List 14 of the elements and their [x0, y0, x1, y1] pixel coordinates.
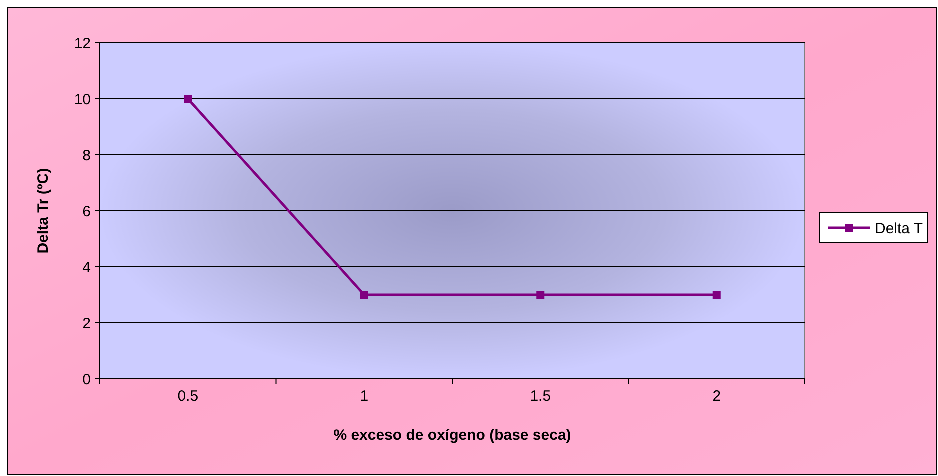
y-axis-title: Delta Tr (ºC) [35, 168, 52, 254]
y-tick-label: 0 [82, 371, 91, 388]
y-tick-label: 12 [74, 35, 91, 52]
y-tick-label: 8 [82, 147, 91, 164]
y-tick-label: 10 [74, 91, 91, 108]
x-tick-label: 2 [712, 388, 722, 405]
x-tick-label: 1.5 [530, 388, 552, 405]
y-tick-label: 6 [82, 203, 91, 220]
x-tick-label: 0.5 [178, 388, 199, 405]
x-tick-label: 1 [360, 388, 369, 405]
legend-label: Delta T [875, 220, 924, 238]
x-axis-title: % exceso de oxígeno (base seca) [334, 427, 572, 444]
y-tick-label: 4 [82, 259, 91, 276]
y-tick-label: 2 [82, 315, 91, 332]
